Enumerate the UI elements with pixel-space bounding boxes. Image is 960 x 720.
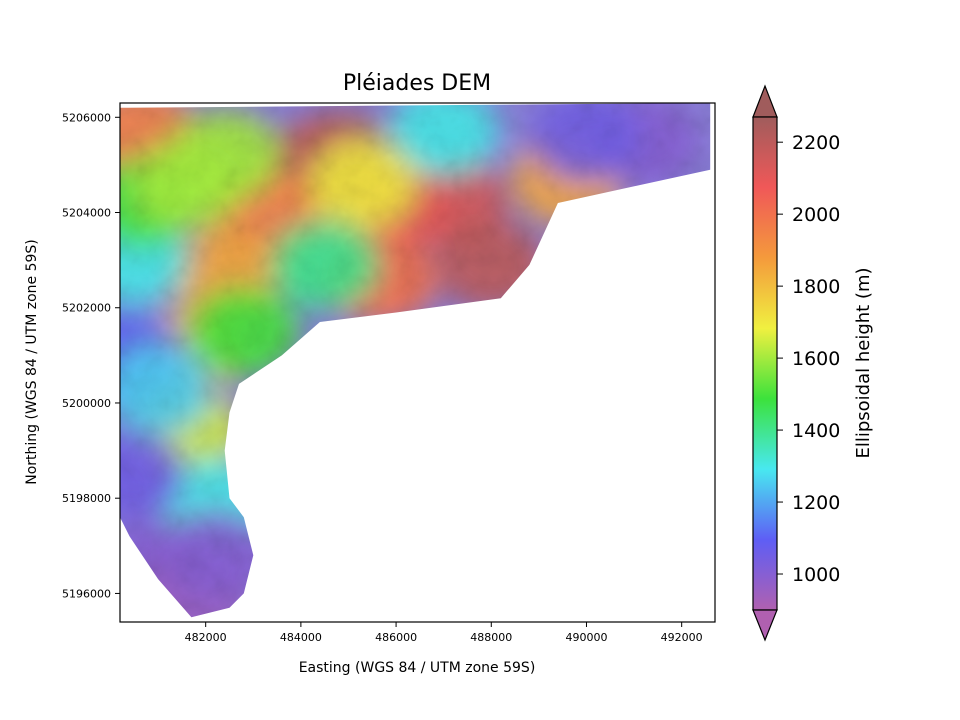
colorbar-ticks: 1000 1200 1400 1600 1800 2000 2200 [777, 132, 840, 586]
colorbar-extend-bottom [752, 609, 778, 642]
x-tick-label: 482000 [185, 631, 227, 644]
colorbar-tick-label: 1400 [792, 420, 840, 442]
y-tick-label: 5198000 [62, 492, 111, 505]
colorbar-body [752, 116, 778, 611]
colorbar-tick-label: 2200 [792, 132, 840, 154]
plot-area [119, 102, 716, 623]
colorbar-tick-label: 1200 [792, 492, 840, 514]
colorbar: 1000 1200 1400 1600 1800 2000 2200 Ellipsoidal… [752, 84, 874, 642]
y-tick-label: 5202000 [62, 302, 111, 315]
y-tick-label: 5206000 [62, 111, 111, 124]
x-tick-label: 484000 [280, 631, 322, 644]
colorbar-tick-label: 1800 [792, 276, 840, 298]
x-tick-label: 490000 [565, 631, 607, 644]
colorbar-tick-label: 2000 [792, 204, 840, 226]
y-tick-label: 5204000 [62, 207, 111, 220]
chart-title: Pléiades DEM [343, 71, 491, 96]
x-tick-label: 486000 [375, 631, 417, 644]
y-tick-label: 5196000 [62, 587, 111, 600]
axes-frame [119, 102, 716, 623]
y-axis-label: Northing (WGS 84 / UTM zone 59S) [24, 239, 40, 485]
y-axis: 5196000 5198000 5200000 5202000 5204000 52060… [62, 111, 120, 600]
colorbar-tick-label: 1600 [792, 348, 840, 370]
x-axis: 482000 484000 486000 488000 490000 492000 [185, 622, 703, 644]
y-tick-label: 5200000 [62, 397, 111, 410]
dem-raster [120, 103, 711, 618]
x-tick-label: 492000 [661, 631, 703, 644]
colorbar-extend-top [752, 84, 778, 118]
colorbar-label: Ellipsoidal height (m) [853, 267, 874, 458]
dem-hillshade-texture [120, 103, 711, 618]
x-tick-label: 488000 [470, 631, 512, 644]
x-axis-label: Easting (WGS 84 / UTM zone 59S) [299, 660, 536, 676]
colorbar-tick-label: 1000 [792, 564, 840, 586]
